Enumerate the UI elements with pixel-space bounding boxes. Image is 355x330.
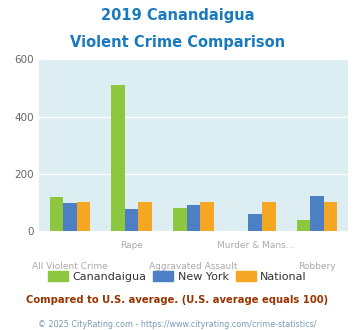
Bar [297, 219, 310, 231]
Bar [200, 202, 214, 231]
Bar [187, 205, 200, 231]
Bar [63, 203, 77, 231]
Bar [173, 208, 187, 231]
Bar [77, 202, 90, 231]
Text: 2019 Canandaigua: 2019 Canandaigua [101, 8, 254, 23]
Bar [138, 202, 152, 231]
Legend: Canandaigua, New York, National: Canandaigua, New York, National [48, 271, 307, 282]
Text: © 2025 CityRating.com - https://www.cityrating.com/crime-statistics/: © 2025 CityRating.com - https://www.city… [38, 320, 317, 329]
Bar [111, 85, 125, 231]
Bar [262, 202, 275, 231]
Bar [310, 196, 324, 231]
Text: Compared to U.S. average. (U.S. average equals 100): Compared to U.S. average. (U.S. average … [26, 295, 329, 305]
Bar [248, 214, 262, 231]
Bar [125, 209, 138, 231]
Text: Murder & Mans...: Murder & Mans... [217, 241, 294, 250]
Bar [50, 197, 63, 231]
Text: Violent Crime Comparison: Violent Crime Comparison [70, 35, 285, 50]
Text: Aggravated Assault: Aggravated Assault [149, 262, 238, 271]
Text: Rape: Rape [120, 241, 143, 250]
Text: All Violent Crime: All Violent Crime [32, 262, 108, 271]
Bar [324, 202, 337, 231]
Text: Robbery: Robbery [298, 262, 336, 271]
